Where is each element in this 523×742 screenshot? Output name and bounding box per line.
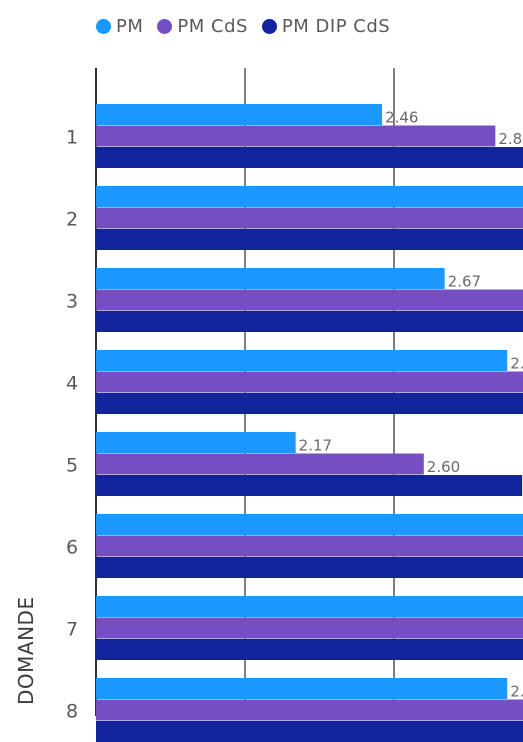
bar-pm-cds-2 xyxy=(96,207,523,229)
bar-pm-cds-6 xyxy=(96,535,523,557)
bar-pm-cds-5 xyxy=(96,453,424,475)
legend-item-pm-cds[interactable]: PM CdS xyxy=(157,16,248,37)
legend-label-pm-cds: PM CdS xyxy=(177,16,248,37)
legend: PM PM CdS PM DIP CdS xyxy=(96,16,390,37)
bar-pm-cds-1 xyxy=(96,125,496,147)
data-label-pm-8: 2.88 xyxy=(510,683,523,701)
legend-label-pm-dip-cds: PM DIP CdS xyxy=(281,16,391,37)
bar-pm-6 xyxy=(96,514,523,535)
bar-pm-dip-cds-2 xyxy=(96,229,523,250)
bar-pm-cds-4 xyxy=(96,371,523,393)
data-label-pm-3: 2.67 xyxy=(448,273,481,291)
bar-pm-dip-cds-5 xyxy=(96,475,523,496)
category-label-5: 5 xyxy=(66,454,78,476)
data-label-pm-4: 2.88 xyxy=(510,355,523,373)
data-label-pm-cds-5: 2.60 xyxy=(427,458,460,476)
legend-item-pm-dip-cds[interactable]: PM DIP CdS xyxy=(261,16,391,37)
bar-pm-8 xyxy=(96,678,508,699)
bar-pm-5 xyxy=(96,432,296,453)
y-axis-title: DOMANDE xyxy=(14,596,38,705)
data-label-pm-cds-1: 2.84 xyxy=(498,130,523,148)
category-label-2: 2 xyxy=(66,208,78,230)
bar-pm-cds-7 xyxy=(96,617,523,639)
category-label-3: 3 xyxy=(66,290,78,312)
bar-pm-cds-8 xyxy=(96,699,523,721)
bar-pm-3 xyxy=(96,268,445,289)
bar-pm-2 xyxy=(96,186,523,207)
bar-pm-7 xyxy=(96,596,523,617)
bar-pm-cds-3 xyxy=(96,289,523,311)
bar-pm-1 xyxy=(96,104,383,125)
category-label-7: 7 xyxy=(66,618,78,640)
bar-pm-dip-cds-8 xyxy=(96,721,523,742)
legend-label-pm: PM xyxy=(116,16,144,37)
category-label-1: 1 xyxy=(66,126,78,148)
bar-pm-dip-cds-3 xyxy=(96,311,523,332)
bar-pm-4 xyxy=(96,350,508,371)
category-label-4: 4 xyxy=(66,372,78,394)
bar-pm-dip-cds-7 xyxy=(96,639,523,660)
bar-pm-dip-cds-4 xyxy=(96,393,523,414)
bar-pm-dip-cds-1 xyxy=(96,147,523,168)
legend-marker-pm-cds xyxy=(157,19,173,34)
data-label-pm-5: 2.17 xyxy=(299,437,332,455)
legend-marker-pm xyxy=(96,19,111,34)
category-label-6: 6 xyxy=(66,536,78,558)
legend-marker-pm-dip-cds xyxy=(261,19,277,34)
category-label-8: 8 xyxy=(66,700,78,722)
bar-pm-dip-cds-6 xyxy=(96,557,523,578)
legend-item-pm[interactable]: PM xyxy=(96,16,143,37)
data-label-pm-1: 2.46 xyxy=(385,109,418,127)
